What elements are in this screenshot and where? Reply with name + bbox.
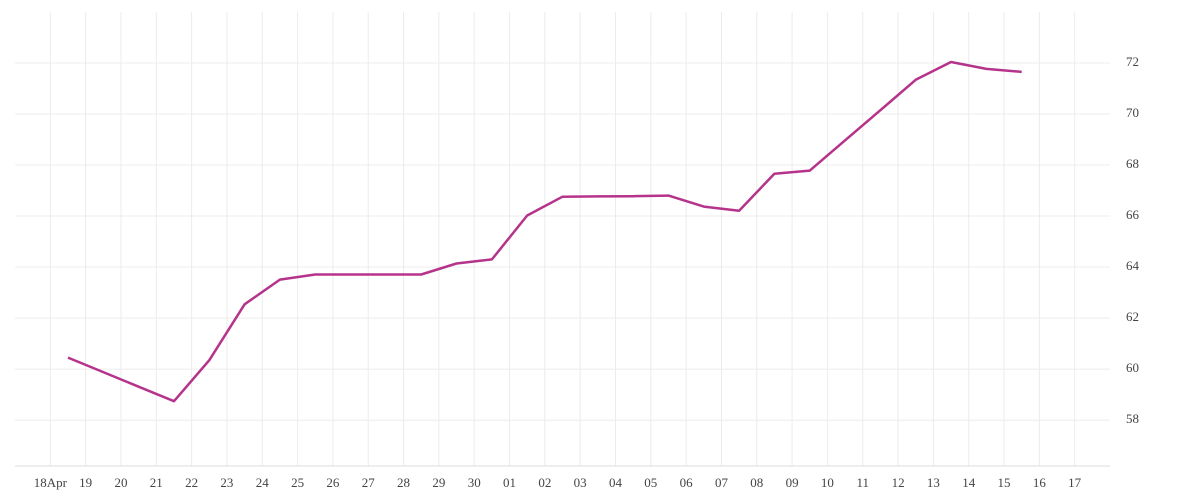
x-tick-label: 21	[150, 475, 163, 490]
y-tick-label: 60	[1126, 360, 1139, 375]
x-tick-label: 24	[256, 475, 270, 490]
y-tick-label: 66	[1126, 207, 1140, 222]
x-tick-label: 29	[432, 475, 445, 490]
x-tick-label: 28	[397, 475, 410, 490]
x-tick-label: 18Apr	[34, 475, 68, 490]
x-tick-label: 22	[185, 475, 198, 490]
y-tick-label: 70	[1126, 105, 1139, 120]
x-tick-label: 15	[998, 475, 1011, 490]
y-tick-label: 62	[1126, 309, 1139, 324]
x-tick-label: 20	[114, 475, 127, 490]
x-tick-label: 09	[786, 475, 799, 490]
x-tick-label: 30	[468, 475, 481, 490]
y-tick-label: 64	[1126, 258, 1140, 273]
y-tick-label: 72	[1126, 54, 1139, 69]
y-tick-label: 68	[1126, 156, 1139, 171]
x-tick-label: 27	[362, 475, 376, 490]
x-tick-label: 13	[927, 475, 940, 490]
y-tick-label: 58	[1126, 411, 1139, 426]
x-tick-label: 04	[609, 475, 623, 490]
x-tick-label: 17	[1068, 475, 1082, 490]
x-tick-label: 12	[892, 475, 905, 490]
x-tick-label: 05	[644, 475, 657, 490]
x-tick-label: 19	[79, 475, 92, 490]
x-tick-label: 23	[220, 475, 233, 490]
x-tick-label: 11	[856, 475, 869, 490]
x-tick-label: 01	[503, 475, 516, 490]
x-tick-label: 03	[574, 475, 587, 490]
x-tick-label: 02	[538, 475, 551, 490]
line-series	[67, 60, 1022, 403]
x-tick-label: 14	[962, 475, 976, 490]
x-tick-label: 25	[291, 475, 304, 490]
x-tick-label: 06	[680, 475, 694, 490]
x-tick-label: 08	[750, 475, 763, 490]
x-tick-label: 10	[821, 475, 834, 490]
x-tick-label: 16	[1033, 475, 1047, 490]
x-tick-label: 07	[715, 475, 729, 490]
x-tick-label: 26	[326, 475, 340, 490]
